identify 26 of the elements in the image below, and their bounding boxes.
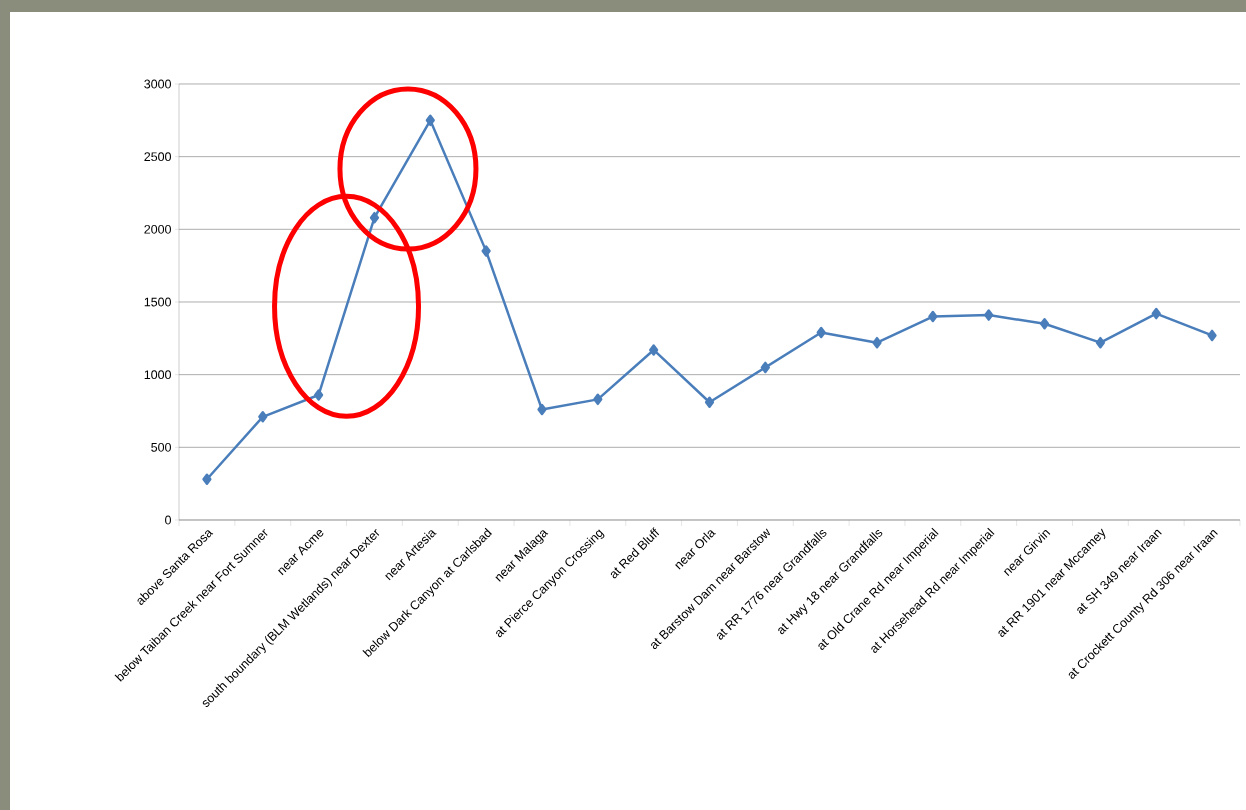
point <box>481 245 491 257</box>
point <box>593 393 603 406</box>
point <box>313 389 324 401</box>
y-tick-label: 3000 <box>144 79 171 89</box>
point <box>760 361 770 374</box>
point <box>1039 318 1050 330</box>
y-tick-label: 0 <box>165 515 171 525</box>
point <box>928 310 938 323</box>
y-tick-label: 1500 <box>144 297 171 307</box>
point <box>425 114 435 127</box>
y-tick-label: 500 <box>151 442 171 452</box>
point <box>816 326 826 339</box>
point <box>984 309 994 321</box>
point <box>258 411 268 423</box>
point <box>872 336 882 349</box>
point <box>202 473 212 486</box>
point <box>369 211 380 224</box>
point <box>1095 336 1106 349</box>
point <box>1207 329 1217 342</box>
point <box>649 344 659 356</box>
y-tick-label: 2500 <box>144 152 171 162</box>
point <box>1151 307 1161 320</box>
y-tick-label: 2000 <box>144 224 171 234</box>
y-tick-label: 1000 <box>144 370 171 380</box>
point <box>704 396 715 409</box>
point <box>537 403 547 416</box>
